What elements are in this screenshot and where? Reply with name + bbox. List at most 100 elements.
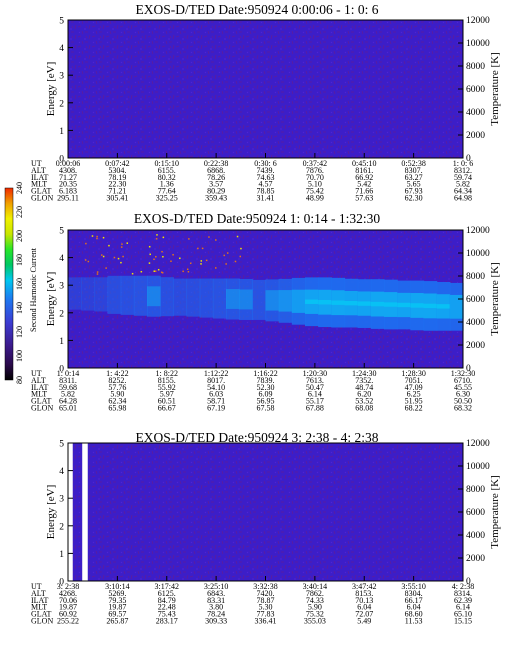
ephemeris-row-label: UT — [31, 369, 42, 378]
count-dot — [113, 256, 116, 259]
ephemeris-cell: 1: 8:22 — [156, 369, 178, 378]
ephemeris-cell: 8311. — [59, 376, 77, 385]
ephemeris-cell: 7439. — [257, 166, 275, 175]
ephemeris-cell: 59.74 — [454, 173, 472, 182]
y2-tick-label: 0 — [466, 577, 471, 587]
ephemeris-cell: 3.80 — [209, 603, 223, 612]
ephemeris-cell: 53.52 — [355, 397, 373, 406]
count-dot — [102, 255, 105, 258]
ephemeris-cell: 62.34 — [108, 397, 126, 406]
band-core-cell — [436, 304, 451, 309]
ephemeris-cell: 58.71 — [207, 397, 225, 406]
ephemeris-cell: 8304. — [405, 589, 423, 598]
count-dot — [153, 258, 155, 261]
ephemeris-cell: 295.11 — [57, 194, 79, 203]
ephemeris-cell: 70.06 — [59, 596, 77, 605]
ephemeris-cell: 68.08 — [355, 404, 373, 413]
ephemeris-cell: 3.57 — [209, 180, 223, 189]
ephemeris-cell: 72.07 — [355, 610, 373, 619]
y-tick-label: 0 — [59, 365, 64, 375]
band-core-cell — [331, 300, 346, 305]
ephemeris-cell: 47.09 — [405, 383, 423, 392]
ephemeris-cell: 8161. — [355, 166, 373, 175]
ephemeris-cell: 6.20 — [357, 390, 371, 399]
count-dot — [205, 259, 208, 262]
ephemeris-cell: 359.43 — [205, 194, 227, 203]
ephemeris-cell: 78.85 — [257, 187, 275, 196]
ephemeris-cell: 71.27 — [59, 173, 77, 182]
data-gap — [82, 443, 88, 581]
band-core-cell — [397, 302, 411, 308]
y-tick-label: 5 — [59, 227, 64, 237]
count-dot — [121, 243, 123, 245]
ephemeris-cell: 83.31 — [207, 596, 225, 605]
colorbar-tick-label: 240 — [15, 182, 24, 194]
count-dot — [161, 272, 164, 274]
count-dot — [120, 261, 122, 264]
ephemeris-cell: 55.92 — [158, 383, 176, 392]
ephemeris-cell: 50.50 — [454, 397, 472, 406]
panel-2-sparse-counts — [84, 234, 242, 275]
y2-tick-label: 12000 — [466, 16, 490, 26]
ephemeris-cell: 325.25 — [156, 194, 178, 203]
y2-tick-label: 4000 — [466, 318, 485, 328]
ephemeris-cell: 67.93 — [405, 187, 423, 196]
ephemeris-cell: 50.47 — [306, 383, 324, 392]
ephemeris-cell: 60.92 — [59, 610, 77, 619]
ephemeris-cell: 70.70 — [306, 173, 324, 182]
y-tick-label: 5 — [59, 17, 64, 27]
count-dot — [170, 260, 172, 262]
ephemeris-cell: 6155. — [158, 166, 176, 175]
count-dot — [234, 260, 237, 263]
ephemeris-cell: 3:55:10 — [401, 582, 425, 591]
count-dot — [223, 254, 225, 257]
count-dot — [200, 263, 202, 265]
y2-tick-label: 2000 — [466, 131, 485, 141]
ephemeris-cell: 11.53 — [405, 617, 423, 626]
y2-tick-label: 12000 — [466, 439, 490, 449]
count-dot — [226, 252, 229, 254]
ephemeris-row-label: GLAT — [31, 610, 52, 619]
ephemeris-cell: 5.90 — [110, 390, 124, 399]
y2-tick-label: 6000 — [466, 508, 485, 518]
ephemeris-cell: 3:25:10 — [204, 582, 228, 591]
ephemeris-cell: 59.68 — [59, 383, 77, 392]
band-outer-cell — [199, 278, 214, 318]
count-dot — [200, 260, 203, 262]
ephemeris-cell: 3:47:42 — [352, 582, 376, 591]
ephemeris-cell: 3:40:14 — [303, 582, 327, 591]
ephemeris-cell: 5.65 — [407, 180, 421, 189]
count-dot — [85, 242, 87, 245]
ephemeris-cell: 71.66 — [355, 187, 373, 196]
band-core-cell — [305, 299, 319, 304]
colorbar-tick-label: 140 — [15, 302, 24, 314]
band-outer-cell — [186, 278, 201, 317]
y-tick-label: 2 — [59, 99, 64, 109]
band-inner-cell — [291, 289, 306, 313]
count-dot — [96, 235, 98, 238]
ephemeris-cell: 355.03 — [304, 617, 326, 626]
y-tick-label: 2 — [59, 522, 64, 532]
ephemeris-cell: 64.34 — [454, 187, 472, 196]
ephemeris-cell: 78.19 — [108, 173, 126, 182]
count-dot — [208, 236, 210, 238]
ephemeris-cell: 0:52:38 — [401, 159, 425, 168]
ephemeris-cell: 69.57 — [108, 610, 126, 619]
colorbar-tick-label: 180 — [15, 254, 24, 266]
count-dot — [96, 237, 98, 240]
ephemeris-cell: 1.36 — [160, 180, 174, 189]
count-dot — [162, 236, 165, 239]
ephemeris-cell: 3: 2:38 — [57, 582, 79, 591]
band-outer-cell — [133, 275, 148, 316]
ephemeris-cell: 5269. — [108, 589, 126, 598]
panel-1: EXOS-D/TED Date:950924 0:00:06 - 1: 0: 6… — [31, 2, 501, 203]
y2-tick-label: 2000 — [466, 554, 485, 564]
ephemeris-row-label: UT — [31, 159, 42, 168]
panel-1-y-ticks: 0 1 2 3 4 5 — [59, 17, 73, 165]
ephemeris-cell: 74.63 — [257, 173, 275, 182]
ephemeris-cell: 80.29 — [207, 187, 225, 196]
panel-2-y2label: Temperature [K] — [489, 262, 501, 335]
ephemeris-cell: 1:28:30 — [401, 369, 425, 378]
ephemeris-cell: 56.95 — [257, 397, 275, 406]
ephemeris-cell: 265.87 — [106, 617, 128, 626]
